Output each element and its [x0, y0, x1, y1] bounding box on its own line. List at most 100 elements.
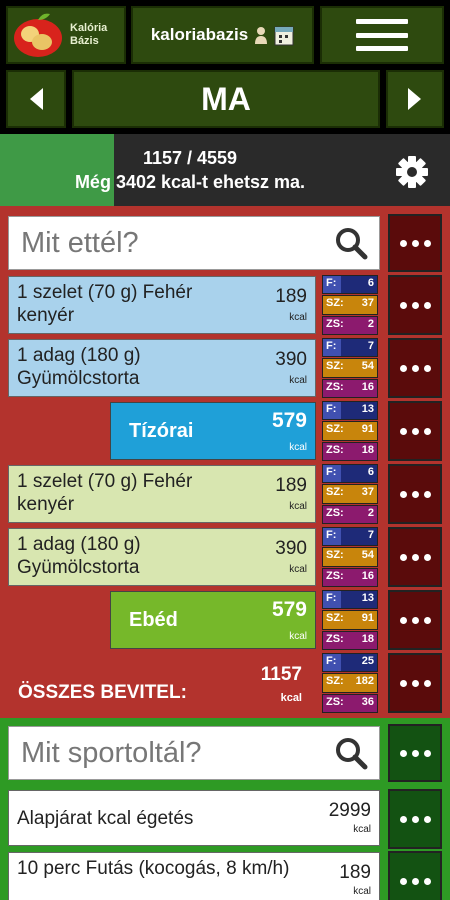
total-more-button[interactable]: [388, 653, 442, 713]
top-bar: Kalória Bázis kaloriabazis: [0, 0, 450, 68]
macro-label: F:: [326, 340, 337, 352]
macro-value: 54: [361, 360, 374, 373]
sport-item-unit: kcal: [353, 824, 371, 835]
macro-label: ZS:: [326, 380, 344, 393]
meal-summary[interactable]: Tízórai 579 kcal: [110, 402, 316, 460]
menu-button[interactable]: [320, 6, 444, 64]
meal-more-button[interactable]: [388, 590, 442, 650]
meal-name: Ebéd: [129, 609, 178, 631]
meal-summary[interactable]: Ebéd 579 kcal: [110, 591, 316, 649]
more-dot-icon: [399, 301, 407, 309]
meal-unit: kcal: [289, 442, 307, 453]
food-item[interactable]: 1 adag (180 g) Gyümölcstorta 390 kcal: [8, 339, 316, 397]
macro-value: 7: [367, 529, 374, 541]
macro-sz: SZ: 37: [322, 295, 378, 315]
macro-label: F:: [326, 529, 337, 541]
macro-sz: SZ: 182: [322, 673, 378, 693]
sport-item-name: Alapjárat kcal égetés: [17, 808, 194, 829]
macro-value: 2: [367, 506, 374, 519]
food-item-kcal: 189: [275, 286, 307, 307]
more-dot-icon: [423, 877, 431, 885]
apple-logo-icon: [12, 12, 64, 58]
sport-search-input[interactable]: [9, 736, 331, 770]
macro-sz: SZ: 54: [322, 547, 378, 567]
sport-item-more-button[interactable]: [388, 851, 442, 900]
macro-value: 7: [367, 340, 374, 352]
macro-zs: ZS: 2: [322, 315, 378, 335]
food-item[interactable]: 1 adag (180 g) Gyümölcstorta 390 kcal: [8, 528, 316, 586]
food-item-more-button[interactable]: [388, 464, 442, 524]
macro-value: 16: [361, 380, 374, 393]
macro-value: 36: [361, 695, 374, 708]
food-item[interactable]: 1 szelet (70 g) Fehér kenyér 189 kcal: [8, 276, 316, 334]
macro-label: ZS:: [326, 695, 344, 708]
food-search-input[interactable]: [9, 226, 331, 260]
macro-label: SZ:: [326, 486, 344, 499]
food-item-name: 1 szelet (70 g) Fehér kenyér: [17, 471, 193, 515]
more-dot-icon: [399, 490, 407, 498]
food-item[interactable]: 1 szelet (70 g) Fehér kenyér 189 kcal: [8, 465, 316, 523]
hamburger-icon: [356, 19, 408, 51]
meal-kcal: 579: [271, 598, 307, 621]
macro-badges: F: 25 SZ: 182 ZS: 36: [322, 653, 378, 713]
macro-label: SZ:: [326, 297, 344, 310]
food-item-more-button[interactable]: [388, 275, 442, 335]
macro-f: F: 6: [322, 275, 378, 295]
more-dot-icon: [411, 427, 419, 435]
macro-zs: ZS: 16: [322, 567, 378, 587]
more-dot-icon: [411, 877, 419, 885]
more-dot-icon: [399, 616, 407, 624]
settings-gear-icon[interactable]: [392, 152, 432, 192]
more-dot-icon: [423, 553, 431, 561]
food-search-bar[interactable]: [8, 216, 380, 270]
search-icon[interactable]: [331, 733, 371, 773]
sport-item-unit: kcal: [353, 886, 371, 897]
macro-value: 18: [361, 443, 374, 456]
macro-value: 16: [361, 569, 374, 582]
macro-value: 91: [361, 612, 374, 625]
more-dot-icon: [411, 490, 419, 498]
sport-search-bar[interactable]: [8, 726, 380, 780]
current-day-button[interactable]: MA: [72, 70, 380, 128]
prev-day-button[interactable]: [6, 70, 66, 128]
food-search-more-button[interactable]: [388, 214, 442, 272]
more-dot-icon: [399, 815, 407, 823]
more-dot-icon: [411, 553, 419, 561]
sport-item-kcal: 2999: [328, 800, 371, 821]
sport-item-more-button[interactable]: [388, 789, 442, 849]
progress-remaining: Még 3402 kcal-t ehetsz ma.: [74, 172, 306, 192]
macro-value: 54: [361, 549, 374, 562]
food-item-unit: kcal: [289, 312, 307, 323]
food-item-unit: kcal: [289, 564, 307, 575]
food-item-more-button[interactable]: [388, 527, 442, 587]
progress-text: 1157 / 4559 Még 3402 kcal-t ehetsz ma.: [0, 134, 380, 206]
sport-item[interactable]: 10 perc Futás (kocogás, 8 km/h) 189 kcal: [8, 852, 380, 900]
macro-zs: ZS: 36: [322, 693, 378, 713]
day-label: MA: [201, 80, 251, 117]
total-intake-unit: kcal: [280, 692, 302, 704]
macro-label: ZS:: [326, 506, 344, 519]
more-dot-icon: [423, 239, 431, 247]
macro-sz: SZ: 91: [322, 421, 378, 441]
user-button[interactable]: kaloriabazis: [131, 6, 314, 64]
more-dot-icon: [423, 427, 431, 435]
app-logo[interactable]: Kalória Bázis: [6, 6, 126, 64]
macro-label: F:: [326, 655, 337, 667]
search-icon[interactable]: [331, 223, 371, 263]
food-item-unit: kcal: [289, 501, 307, 512]
more-dot-icon: [411, 679, 419, 687]
food-item-more-button[interactable]: [388, 338, 442, 398]
macro-f: F: 7: [322, 527, 378, 547]
macro-label: F:: [326, 466, 337, 478]
more-dot-icon: [399, 239, 407, 247]
sport-item[interactable]: Alapjárat kcal égetés 2999 kcal: [8, 790, 380, 846]
progress-counter: 1157 / 4559: [142, 148, 238, 168]
macro-value: 6: [367, 277, 374, 289]
sport-search-more-button[interactable]: [388, 724, 442, 782]
meal-more-button[interactable]: [388, 401, 442, 461]
more-dot-icon: [399, 679, 407, 687]
macro-label: F:: [326, 592, 337, 604]
next-day-button[interactable]: [386, 70, 444, 128]
more-dot-icon: [399, 364, 407, 372]
